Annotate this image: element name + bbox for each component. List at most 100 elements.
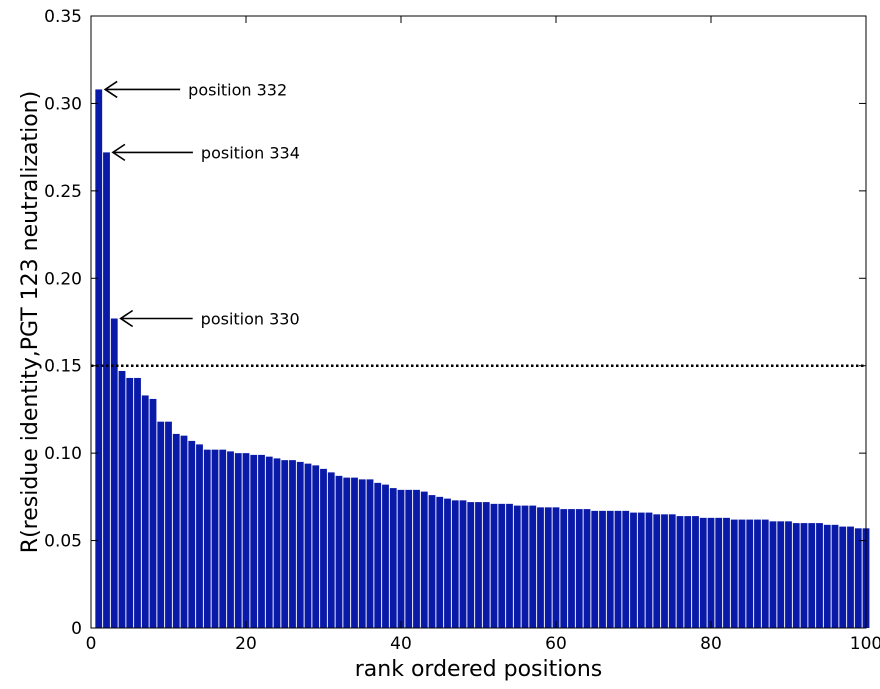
bar bbox=[203, 449, 211, 628]
y-tick-label: 0.30 bbox=[44, 94, 82, 114]
annotation: position 334 bbox=[111, 143, 300, 162]
bar bbox=[405, 489, 413, 628]
bar bbox=[451, 500, 459, 628]
bar bbox=[428, 495, 436, 628]
bar bbox=[180, 435, 188, 628]
bar bbox=[692, 516, 699, 628]
bar bbox=[823, 524, 831, 628]
y-tick-label: 0.15 bbox=[44, 357, 82, 377]
bar bbox=[397, 489, 405, 628]
bar bbox=[366, 479, 374, 628]
bar bbox=[808, 523, 816, 628]
bar bbox=[211, 449, 219, 628]
bar bbox=[498, 503, 506, 628]
bar bbox=[281, 460, 289, 628]
bar bbox=[513, 505, 521, 628]
bar bbox=[289, 460, 296, 628]
plot-frame bbox=[90, 15, 867, 629]
bar bbox=[436, 496, 444, 628]
bar bbox=[738, 519, 746, 628]
y-tick-label: 0 bbox=[71, 619, 82, 639]
annotation-arrow-head bbox=[119, 309, 134, 328]
bar bbox=[149, 398, 157, 628]
bar bbox=[684, 516, 692, 628]
bar bbox=[196, 444, 203, 628]
bar bbox=[800, 523, 808, 628]
bar bbox=[188, 440, 196, 628]
bar bbox=[134, 377, 141, 628]
bar bbox=[343, 477, 351, 628]
bar bbox=[630, 512, 637, 628]
bar bbox=[730, 519, 738, 628]
annotations-layer: position 332 position 334 position 330 bbox=[103, 80, 300, 329]
bar bbox=[234, 453, 242, 628]
bars-layer bbox=[95, 89, 870, 628]
bar bbox=[490, 503, 498, 628]
bar bbox=[676, 516, 684, 628]
bar bbox=[358, 479, 366, 628]
bar bbox=[420, 491, 428, 628]
bar bbox=[219, 449, 227, 628]
x-axis-ticks: 0 20 40 60 80 100 bbox=[86, 16, 880, 654]
bar bbox=[816, 523, 823, 628]
bar bbox=[599, 510, 606, 628]
bar bbox=[754, 519, 761, 628]
bar bbox=[521, 505, 529, 628]
bar bbox=[785, 521, 792, 628]
bar bbox=[537, 507, 544, 628]
bar bbox=[606, 510, 614, 628]
x-tick-label: 20 bbox=[235, 634, 257, 654]
bar bbox=[118, 370, 126, 628]
bar bbox=[374, 482, 382, 628]
bar bbox=[273, 458, 281, 628]
bar bbox=[250, 454, 258, 628]
bar bbox=[172, 433, 180, 628]
bar bbox=[304, 463, 312, 628]
bar bbox=[157, 421, 165, 628]
bar bbox=[110, 318, 118, 628]
annotation-label: position 330 bbox=[201, 310, 300, 329]
bar bbox=[568, 509, 575, 628]
bar bbox=[854, 528, 862, 628]
bar bbox=[847, 526, 854, 628]
y-tick-label: 0.35 bbox=[44, 7, 82, 27]
bar bbox=[459, 500, 467, 628]
bar bbox=[746, 519, 754, 628]
bar bbox=[645, 512, 653, 628]
bar bbox=[575, 509, 583, 628]
bar bbox=[723, 517, 730, 628]
bar bbox=[831, 524, 839, 628]
bar bbox=[141, 395, 149, 628]
x-tick-label: 40 bbox=[390, 634, 412, 654]
bar bbox=[227, 451, 234, 628]
bar bbox=[165, 421, 172, 628]
x-axis-label: rank ordered positions bbox=[355, 657, 602, 682]
bar bbox=[715, 517, 723, 628]
bar bbox=[413, 489, 420, 628]
bar bbox=[707, 517, 715, 628]
bar bbox=[482, 502, 490, 628]
bar bbox=[761, 519, 769, 628]
bar bbox=[95, 89, 103, 628]
annotation-label: position 334 bbox=[201, 143, 300, 162]
bar bbox=[777, 521, 785, 628]
bar bbox=[792, 523, 800, 628]
bar bbox=[126, 377, 134, 628]
annotation: position 330 bbox=[119, 309, 300, 329]
y-axis-ticks: 0 0.05 0.10 0.15 0.20 0.25 0.30 0.35 bbox=[44, 7, 866, 639]
y-tick-label: 0.05 bbox=[44, 532, 82, 552]
bar bbox=[335, 475, 343, 628]
annotation-arrow-head bbox=[103, 80, 118, 99]
bar bbox=[622, 510, 630, 628]
bar bbox=[389, 488, 397, 628]
bar bbox=[552, 507, 560, 628]
y-axis-label: R(residue identity,PGT 123 neutralizatio… bbox=[18, 91, 43, 553]
annotation-label: position 332 bbox=[188, 80, 287, 99]
bar bbox=[668, 514, 676, 628]
bar bbox=[653, 514, 661, 628]
bar bbox=[265, 456, 273, 628]
bar bbox=[242, 453, 250, 628]
bar bbox=[769, 521, 777, 628]
